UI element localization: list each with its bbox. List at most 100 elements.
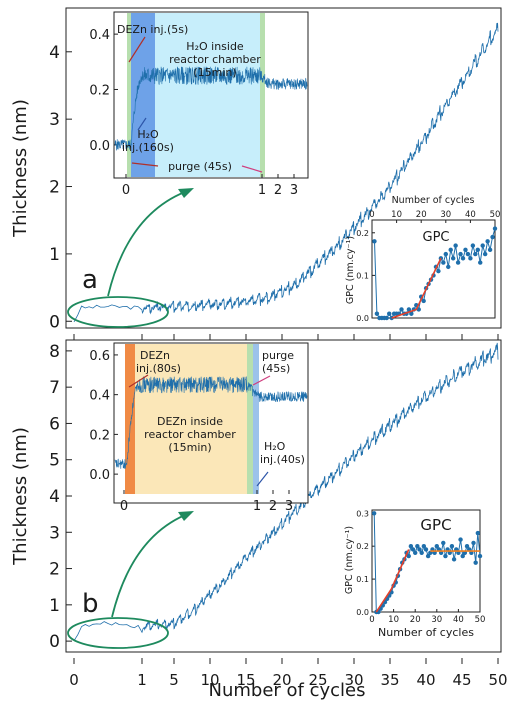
inset-b-y-ticks: 0.0 0.2 0.4 0.6 — [89, 349, 118, 483]
inset-a-purge-band — [260, 13, 265, 177]
x-tick-label: 1 — [258, 183, 266, 198]
x-tick-label: 30 — [344, 671, 363, 689]
gpc-point — [421, 543, 427, 549]
y-tick-label: 2 — [49, 560, 60, 580]
inset-a-h2o-inj-arrow — [137, 117, 147, 131]
x-tick-label: 2 — [269, 499, 277, 514]
gpc-point — [436, 268, 441, 274]
gpc-point — [458, 251, 463, 257]
x-tick-label: 5 — [169, 671, 179, 689]
panel-b-zoom-ellipse — [67, 617, 169, 649]
gpc-point — [406, 553, 411, 559]
gpc-point — [470, 243, 476, 248]
x-tick-label: 50 — [490, 210, 501, 220]
gpc-point — [463, 247, 468, 253]
gpc-point — [372, 239, 377, 244]
x-tick-label: 50 — [488, 671, 507, 689]
y-tick-label: 0.1 — [356, 575, 369, 584]
gpc-point — [480, 243, 485, 248]
gpc-point — [482, 251, 488, 257]
gpc-point — [468, 256, 473, 261]
x-tick-label: 35 — [380, 671, 399, 689]
inset-b-dezn-arrow — [128, 374, 149, 388]
inset-a-h2o-inside-3: (15min) — [193, 66, 236, 79]
figure-xlabel: Number of cycles — [209, 680, 366, 701]
gpc-a-fit — [391, 257, 442, 319]
y-tick-label: 7 — [49, 378, 60, 398]
x-tick-label: 10 — [388, 615, 399, 625]
inset-a-dezn-band — [127, 13, 131, 177]
gpc-point — [453, 243, 458, 248]
panel-b-inset-gpc: GPC Number of cycles GPC (nm.cy⁻¹) 0 10 20… — [344, 509, 485, 639]
x-tick-label: 40 — [465, 210, 476, 220]
gpc-point — [443, 553, 448, 559]
x-tick-label: 40 — [416, 671, 435, 689]
gpc-point — [417, 547, 422, 552]
inset-b-purge-1: purge — [262, 349, 294, 362]
x-tick-label: 1 — [253, 499, 261, 514]
panel-a-thickness-series — [73, 22, 499, 323]
panel-b-thickness-series — [73, 342, 499, 641]
inset-b-h2o-1: H₂O — [264, 440, 286, 453]
x-tick-label: 20 — [272, 671, 291, 689]
gpc-point — [399, 307, 404, 312]
inset-a-h2o-inj-1: H₂O — [137, 128, 159, 141]
y-tick-label: 0.0 — [356, 608, 369, 617]
gpc-a-points — [372, 226, 498, 321]
inset-a-dezn-label: DEZn inj.(5s) — [117, 23, 188, 36]
gpc-point — [464, 543, 470, 549]
gpc-point — [425, 553, 431, 559]
gpc-point — [409, 311, 414, 316]
gpc-a-title: GPC — [423, 230, 450, 245]
gpc-b-fit — [375, 549, 410, 613]
x-tick-label: 10 — [200, 671, 219, 689]
panel-a-zoom-arrowhead — [178, 188, 194, 198]
gpc-point — [443, 251, 448, 257]
gpc-point — [413, 550, 418, 555]
x-tick-label: 30 — [440, 210, 451, 220]
y-tick-label: 0.2 — [89, 83, 110, 98]
gpc-point — [475, 247, 480, 253]
gpc-point — [374, 311, 380, 316]
y-tick-label: 0.1 — [356, 271, 369, 280]
inset-a-h2o-inside-band — [155, 13, 260, 177]
panel-b-x-ticks: 0 1 5 10 15 20 25 30 35 40 45 50 — [69, 658, 508, 689]
x-tick-label: 3 — [285, 499, 293, 514]
inset-a-purge-label: purge (45s) — [168, 160, 232, 173]
y-tick-label: 0 — [49, 632, 60, 652]
inset-b-inside-1: DEZn inside — [157, 415, 223, 428]
panel-a-frame — [65, 7, 502, 329]
x-tick-label: 40 — [453, 615, 464, 625]
panel-b-y-ticks: 0 1 2 3 4 5 6 7 8 — [49, 342, 72, 652]
gpc-point — [475, 530, 481, 536]
gpc-b-ticks: 0 10 20 30 40 50 0.0 0.1 0.2 0.3 — [356, 509, 485, 625]
inset-a-y-ticks: 0.0 0.2 0.4 — [89, 28, 118, 154]
gpc-point — [455, 260, 461, 265]
gpc-point — [490, 234, 495, 240]
x-tick-label: 0 — [122, 183, 130, 198]
x-tick-label: 0 — [120, 499, 128, 514]
y-tick-label: 0.0 — [89, 468, 110, 483]
y-tick-label: 2 — [49, 178, 60, 198]
gpc-point — [423, 547, 429, 552]
y-tick-label: 6 — [49, 414, 60, 434]
gpc-point — [448, 247, 453, 253]
gpc-point — [487, 247, 493, 253]
inset-a-dezn-arrow — [128, 36, 146, 63]
inset-b-signal — [114, 376, 308, 469]
gpc-point — [434, 543, 439, 549]
inset-b-inside-2: reactor chamber — [144, 428, 236, 441]
y-tick-label: 5 — [49, 451, 60, 471]
y-tick-label: 0.0 — [89, 139, 110, 154]
y-tick-label: 8 — [49, 342, 60, 362]
inset-b-dezn-inside-band — [135, 344, 247, 494]
panel-a-letter: a — [82, 265, 98, 295]
inset-a-h2o-inside-2: reactor chamber — [169, 53, 261, 66]
y-tick-label: 0.2 — [356, 229, 369, 238]
panel-b-ylabel: Thickness (nm) — [10, 427, 31, 566]
y-tick-label: 0.0 — [356, 314, 369, 323]
panel-a-ylabel: Thickness (nm) — [10, 99, 31, 238]
